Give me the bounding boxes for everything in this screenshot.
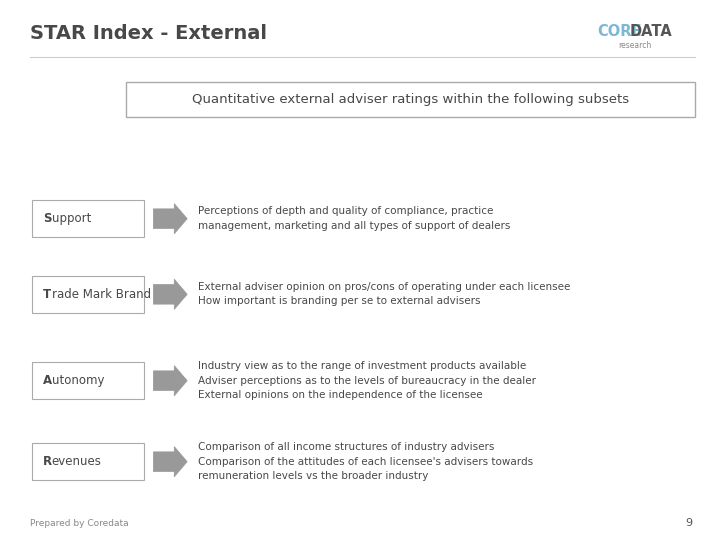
Text: Perceptions of depth and quality of compliance, practice
management, marketing a: Perceptions of depth and quality of comp… (198, 206, 510, 231)
Text: upport: upport (52, 212, 91, 225)
Text: evenues: evenues (52, 455, 102, 468)
Polygon shape (153, 279, 187, 309)
Text: S: S (43, 212, 52, 225)
Text: Quantitative external adviser ratings within the following subsets: Quantitative external adviser ratings wi… (192, 93, 629, 106)
Text: Comparison of all income structures of industry advisers
Comparison of the attit: Comparison of all income structures of i… (198, 442, 533, 481)
Text: Prepared by Coredata: Prepared by Coredata (30, 519, 129, 528)
Polygon shape (153, 447, 187, 477)
Text: External adviser opinion on pros/cons of operating under each licensee
How impor: External adviser opinion on pros/cons of… (198, 282, 570, 307)
FancyBboxPatch shape (32, 362, 144, 399)
Text: T: T (43, 288, 51, 301)
Text: Industry view as to the range of investment products available
Adviser perceptio: Industry view as to the range of investm… (198, 361, 536, 400)
Text: DATA: DATA (629, 24, 672, 39)
Text: utonomy: utonomy (52, 374, 104, 387)
Text: rade Mark Brand: rade Mark Brand (52, 288, 151, 301)
Text: A: A (43, 374, 53, 387)
FancyBboxPatch shape (32, 200, 144, 237)
Text: STAR Index - External: STAR Index - External (30, 24, 267, 43)
Polygon shape (153, 204, 187, 234)
Text: CORE: CORE (598, 24, 642, 39)
Polygon shape (153, 366, 187, 396)
Text: R: R (43, 455, 53, 468)
FancyBboxPatch shape (32, 276, 144, 313)
FancyBboxPatch shape (32, 443, 144, 480)
Text: research: research (618, 40, 651, 50)
Text: 9: 9 (685, 518, 693, 528)
FancyBboxPatch shape (126, 82, 695, 117)
